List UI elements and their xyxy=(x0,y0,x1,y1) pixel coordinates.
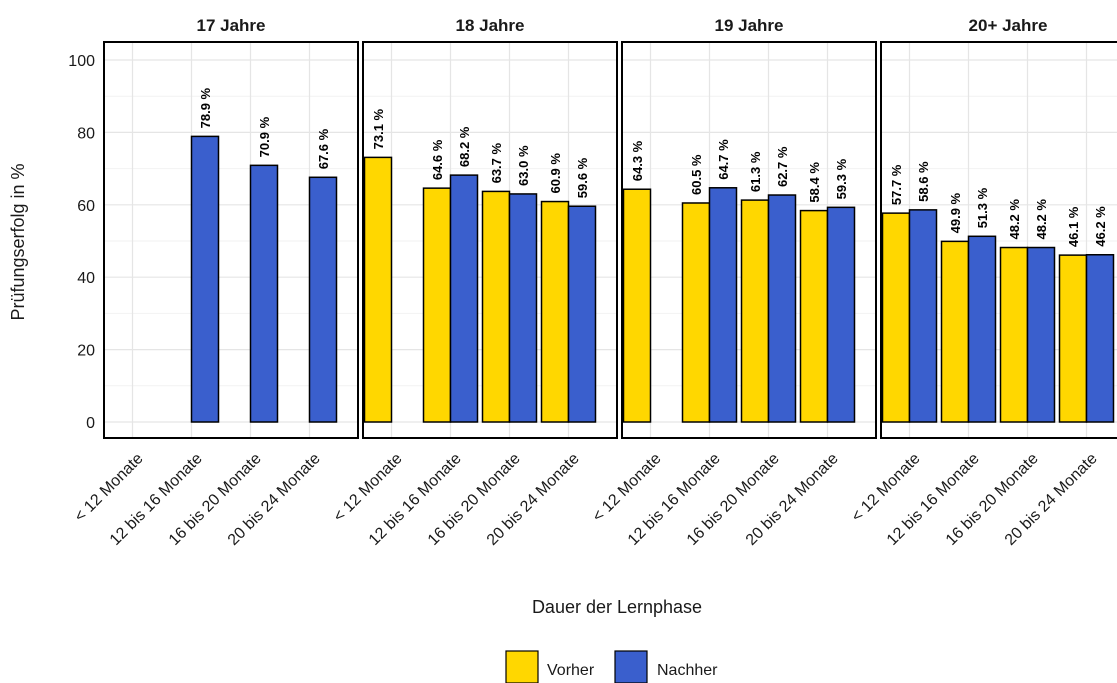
bar-value-label: 62.7 % xyxy=(775,146,790,187)
bar-vorher xyxy=(940,240,970,423)
panel-title: 17 Jahre xyxy=(197,16,266,35)
x-axis-title: Dauer der Lernphase xyxy=(532,597,702,617)
panel-title: 19 Jahre xyxy=(715,16,784,35)
y-tick-label: 60 xyxy=(77,198,95,215)
bar-value-label: 78.9 % xyxy=(198,87,213,128)
panel-border xyxy=(362,41,618,439)
bar-value-label: 46.2 % xyxy=(1093,206,1108,247)
bar-value-label: 70.9 % xyxy=(257,116,272,157)
bar-value-label: 67.6 % xyxy=(316,128,331,169)
panels-layer: 17 Jahre 78.9 % 70.9 % 67.6 % 18 Jahre 73.1 %… xyxy=(103,16,1117,439)
bar-value-label: 59.3 % xyxy=(834,158,849,199)
legend-key-nachher xyxy=(614,650,648,683)
legend-key-vorher xyxy=(505,650,539,683)
panel-title: 20+ Jahre xyxy=(969,16,1048,35)
y-tick-label: 20 xyxy=(77,343,95,360)
bar-vorher xyxy=(799,209,829,423)
panel-title: 18 Jahre xyxy=(456,16,525,35)
bar-vorher xyxy=(481,190,511,423)
bar-nachher xyxy=(249,164,279,423)
panel-4: 20+ Jahre 57.7 % 58.6 % 49.9 % 51.3 % 48.2 % 4… xyxy=(880,16,1117,439)
bar-value-label: 68.2 % xyxy=(457,126,472,167)
bar-value-label: 58.6 % xyxy=(916,161,931,202)
y-axis: 0 20 40 60 80 100 xyxy=(68,53,95,432)
bar-nachher xyxy=(308,176,338,423)
legend: Vorher Nachher xyxy=(505,650,718,683)
bar-vorher xyxy=(622,188,652,423)
bar-vorher xyxy=(999,246,1029,423)
bar-nachher xyxy=(567,205,597,423)
bar-vorher xyxy=(1058,254,1088,423)
bar-value-label: 46.1 % xyxy=(1066,206,1081,247)
bar-vorher xyxy=(881,212,911,423)
bar-vorher xyxy=(422,187,452,423)
bar-value-label: 61.3 % xyxy=(748,151,763,192)
bar-value-label: 63.0 % xyxy=(516,145,531,186)
bar-value-label: 63.7 % xyxy=(489,142,504,183)
bar-nachher xyxy=(1026,246,1056,423)
panel-2: 18 Jahre 73.1 % 64.6 % 68.2 % 63.7 % 63.0 % 60… xyxy=(362,16,618,439)
panel-1: 17 Jahre 78.9 % 70.9 % 67.6 % xyxy=(103,16,359,439)
y-tick-label: 100 xyxy=(68,53,95,70)
bar-value-label: 64.6 % xyxy=(430,139,445,180)
panel-border xyxy=(103,41,359,439)
bar-value-label: 59.6 % xyxy=(575,157,590,198)
bar-vorher xyxy=(681,202,711,423)
y-tick-label: 80 xyxy=(77,125,95,142)
bar-nachher xyxy=(449,174,479,423)
legend-label-nachher: Nachher xyxy=(657,662,718,679)
bar-value-label: 64.7 % xyxy=(716,139,731,180)
bar-nachher xyxy=(508,193,538,423)
bar-value-label: 48.2 % xyxy=(1034,199,1049,240)
bar-value-label: 60.9 % xyxy=(548,153,563,194)
panel-border xyxy=(880,41,1117,439)
legend-label-vorher: Vorher xyxy=(547,662,595,679)
bar-nachher xyxy=(826,206,856,423)
bar-nachher xyxy=(708,187,738,423)
bar-vorher xyxy=(363,156,393,423)
bar-nachher xyxy=(967,235,997,423)
y-tick-label: 0 xyxy=(86,415,95,432)
bar-vorher xyxy=(740,199,770,423)
bar-value-label: 64.3 % xyxy=(630,140,645,181)
bar-nachher xyxy=(1085,254,1115,423)
bar-nachher xyxy=(767,194,797,423)
bar-vorher xyxy=(540,200,570,423)
bar-value-label: 49.9 % xyxy=(948,192,963,233)
y-tick-label: 40 xyxy=(77,270,95,287)
panel-border xyxy=(621,41,877,439)
bar-value-label: 60.5 % xyxy=(689,154,704,195)
panel-3: 19 Jahre 64.3 % 60.5 % 64.7 % 61.3 % 62.7 % 58… xyxy=(621,16,877,439)
bar-value-label: 57.7 % xyxy=(889,164,904,205)
bar-nachher xyxy=(908,209,938,423)
bar-nachher xyxy=(190,135,220,423)
bar-value-label: 73.1 % xyxy=(371,108,386,149)
bar-value-label: 51.3 % xyxy=(975,187,990,228)
bar-value-label: 48.2 % xyxy=(1007,199,1022,240)
y-axis-title: Prüfungserfolg in % xyxy=(8,163,28,320)
bar-value-label: 58.4 % xyxy=(807,162,822,203)
